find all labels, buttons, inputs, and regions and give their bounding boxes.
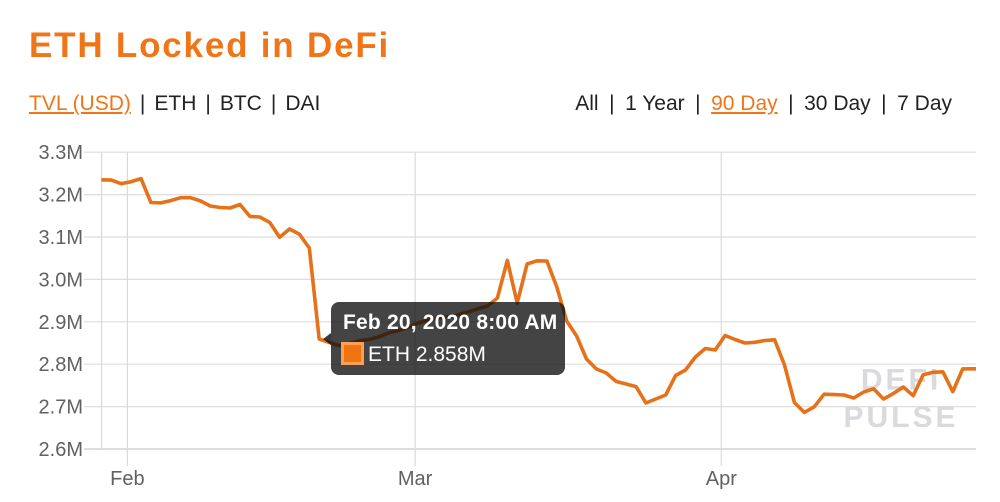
svg-text:Apr: Apr — [706, 468, 737, 490]
svg-text:DEFI: DEFI — [861, 364, 941, 397]
svg-text:2.9M: 2.9M — [39, 312, 83, 334]
svg-text:2.8M: 2.8M — [39, 354, 83, 376]
svg-text:PULSE: PULSE — [843, 401, 958, 434]
svg-text:Feb: Feb — [110, 468, 144, 490]
svg-text:2.7M: 2.7M — [39, 397, 83, 419]
svg-text:3.0M: 3.0M — [39, 269, 83, 291]
svg-text:3.1M: 3.1M — [39, 227, 83, 249]
svg-text:2.6M: 2.6M — [39, 439, 83, 461]
svg-text:3.3M: 3.3M — [39, 142, 83, 164]
svg-text:Mar: Mar — [398, 468, 433, 490]
svg-text:3.2M: 3.2M — [39, 185, 83, 207]
